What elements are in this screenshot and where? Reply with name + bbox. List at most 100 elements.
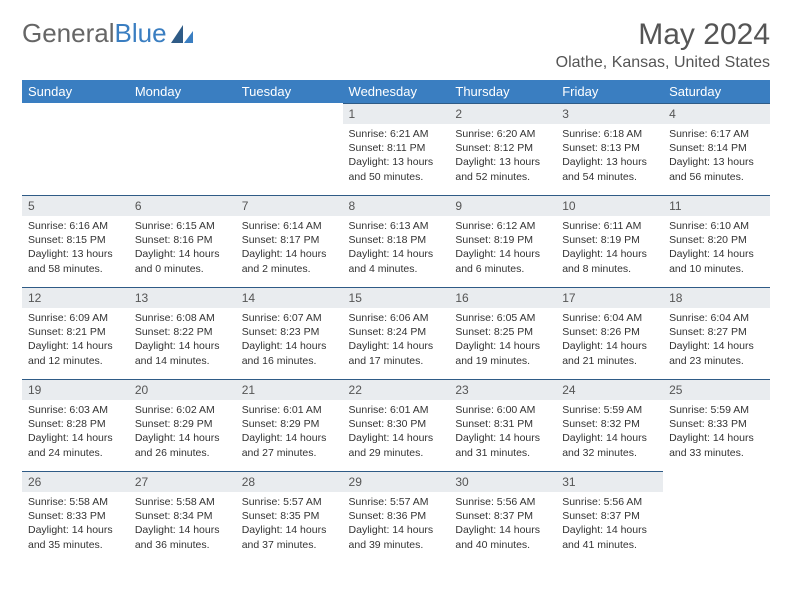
daylight-text: Daylight: 14 hours and 35 minutes. [28, 523, 123, 551]
sunset-text: Sunset: 8:30 PM [349, 417, 444, 431]
calendar-day-cell: 13Sunrise: 6:08 AMSunset: 8:22 PMDayligh… [129, 287, 236, 379]
calendar-day-cell: 26Sunrise: 5:58 AMSunset: 8:33 PMDayligh… [22, 471, 129, 563]
calendar-day-cell: 9Sunrise: 6:12 AMSunset: 8:19 PMDaylight… [449, 195, 556, 287]
day-details: Sunrise: 6:05 AMSunset: 8:25 PMDaylight:… [449, 308, 556, 374]
daylight-text: Daylight: 14 hours and 23 minutes. [669, 339, 764, 367]
day-number: 20 [129, 379, 236, 400]
sunrise-text: Sunrise: 6:01 AM [242, 403, 337, 417]
calendar-day-cell: 23Sunrise: 6:00 AMSunset: 8:31 PMDayligh… [449, 379, 556, 471]
daylight-text: Daylight: 14 hours and 4 minutes. [349, 247, 444, 275]
sunset-text: Sunset: 8:24 PM [349, 325, 444, 339]
sunset-text: Sunset: 8:33 PM [28, 509, 123, 523]
sunset-text: Sunset: 8:37 PM [455, 509, 550, 523]
daylight-text: Daylight: 13 hours and 58 minutes. [28, 247, 123, 275]
sunrise-text: Sunrise: 6:03 AM [28, 403, 123, 417]
logo-text-right: Blue [115, 18, 167, 49]
sunrise-text: Sunrise: 6:01 AM [349, 403, 444, 417]
calendar-day-cell: 2Sunrise: 6:20 AMSunset: 8:12 PMDaylight… [449, 103, 556, 195]
day-details: Sunrise: 6:04 AMSunset: 8:26 PMDaylight:… [556, 308, 663, 374]
page-subtitle: Olathe, Kansas, United States [556, 54, 770, 72]
calendar-day-cell: 10Sunrise: 6:11 AMSunset: 8:19 PMDayligh… [556, 195, 663, 287]
sunrise-text: Sunrise: 6:02 AM [135, 403, 230, 417]
daylight-text: Daylight: 14 hours and 40 minutes. [455, 523, 550, 551]
day-details: Sunrise: 5:58 AMSunset: 8:34 PMDaylight:… [129, 492, 236, 558]
day-details: Sunrise: 6:01 AMSunset: 8:30 PMDaylight:… [343, 400, 450, 466]
sunrise-text: Sunrise: 6:04 AM [562, 311, 657, 325]
day-of-week-header: Wednesday [343, 80, 450, 103]
day-number: 31 [556, 471, 663, 492]
sunset-text: Sunset: 8:20 PM [669, 233, 764, 247]
daylight-text: Daylight: 14 hours and 6 minutes. [455, 247, 550, 275]
calendar-day-cell: 16Sunrise: 6:05 AMSunset: 8:25 PMDayligh… [449, 287, 556, 379]
sunset-text: Sunset: 8:26 PM [562, 325, 657, 339]
day-number: 16 [449, 287, 556, 308]
daylight-text: Daylight: 14 hours and 36 minutes. [135, 523, 230, 551]
daylight-text: Daylight: 14 hours and 17 minutes. [349, 339, 444, 367]
day-of-week-header: Friday [556, 80, 663, 103]
sunset-text: Sunset: 8:19 PM [455, 233, 550, 247]
calendar-table: SundayMondayTuesdayWednesdayThursdayFrid… [22, 80, 770, 563]
sunset-text: Sunset: 8:29 PM [135, 417, 230, 431]
sunrise-text: Sunrise: 6:12 AM [455, 219, 550, 233]
calendar-day-cell: 21Sunrise: 6:01 AMSunset: 8:29 PMDayligh… [236, 379, 343, 471]
sunset-text: Sunset: 8:11 PM [349, 141, 444, 155]
calendar-day-cell: 7Sunrise: 6:14 AMSunset: 8:17 PMDaylight… [236, 195, 343, 287]
sunset-text: Sunset: 8:14 PM [669, 141, 764, 155]
day-of-week-header: Monday [129, 80, 236, 103]
day-details: Sunrise: 6:02 AMSunset: 8:29 PMDaylight:… [129, 400, 236, 466]
calendar-day-cell: 31 Sunrise: 5:56 AMSunset: 8:37 PMDayligh… [556, 471, 663, 563]
day-number: 29 [343, 471, 450, 492]
calendar-day-cell: 22Sunrise: 6:01 AMSunset: 8:30 PMDayligh… [343, 379, 450, 471]
sunrise-text: Sunrise: 5:59 AM [669, 403, 764, 417]
day-number: 12 [22, 287, 129, 308]
day-number: 30 [449, 471, 556, 492]
sunset-text: Sunset: 8:31 PM [455, 417, 550, 431]
day-of-week-header: Tuesday [236, 80, 343, 103]
calendar-day-cell: 15Sunrise: 6:06 AMSunset: 8:24 PMDayligh… [343, 287, 450, 379]
sunset-text: Sunset: 8:16 PM [135, 233, 230, 247]
day-number: 1 [343, 103, 450, 124]
page-title: May 2024 [556, 18, 770, 52]
daylight-text: Daylight: 13 hours and 54 minutes. [562, 155, 657, 183]
sunrise-text: Sunrise: 5:56 AM [562, 495, 657, 509]
calendar-week-row: 19Sunrise: 6:03 AMSunset: 8:28 PMDayligh… [22, 379, 770, 471]
daylight-text: Daylight: 14 hours and 41 minutes. [562, 523, 657, 551]
daylight-text: Daylight: 13 hours and 52 minutes. [455, 155, 550, 183]
day-number: 27 [129, 471, 236, 492]
day-number: 22 [343, 379, 450, 400]
sunrise-text: Sunrise: 5:57 AM [349, 495, 444, 509]
sunrise-text: Sunrise: 6:00 AM [455, 403, 550, 417]
day-number: 21 [236, 379, 343, 400]
day-details: Sunrise: 6:08 AMSunset: 8:22 PMDaylight:… [129, 308, 236, 374]
calendar-day-cell: 11Sunrise: 6:10 AMSunset: 8:20 PMDayligh… [663, 195, 770, 287]
day-number: 8 [343, 195, 450, 216]
calendar-day-cell: 8Sunrise: 6:13 AMSunset: 8:18 PMDaylight… [343, 195, 450, 287]
sunset-text: Sunset: 8:21 PM [28, 325, 123, 339]
calendar-day-cell: 6Sunrise: 6:15 AMSunset: 8:16 PMDaylight… [129, 195, 236, 287]
calendar-header: SundayMondayTuesdayWednesdayThursdayFrid… [22, 80, 770, 103]
day-number: 11 [663, 195, 770, 216]
day-details: Sunrise: 5:56 AMSunset: 8:37 PMDaylight:… [449, 492, 556, 558]
calendar-day-cell: 27Sunrise: 5:58 AMSunset: 8:34 PMDayligh… [129, 471, 236, 563]
calendar-day-cell: 25Sunrise: 5:59 AMSunset: 8:33 PMDayligh… [663, 379, 770, 471]
calendar-day-cell [22, 103, 129, 195]
sunset-text: Sunset: 8:36 PM [349, 509, 444, 523]
calendar-day-cell [129, 103, 236, 195]
calendar-day-cell: 14Sunrise: 6:07 AMSunset: 8:23 PMDayligh… [236, 287, 343, 379]
sunrise-text: Sunrise: 6:14 AM [242, 219, 337, 233]
sunset-text: Sunset: 8:37 PM [562, 509, 657, 523]
sunset-text: Sunset: 8:33 PM [669, 417, 764, 431]
sunrise-text: Sunrise: 6:18 AM [562, 127, 657, 141]
day-number: 25 [663, 379, 770, 400]
day-number: 3 [556, 103, 663, 124]
daylight-text: Daylight: 13 hours and 50 minutes. [349, 155, 444, 183]
day-details: Sunrise: 6:01 AMSunset: 8:29 PMDaylight:… [236, 400, 343, 466]
sunrise-text: Sunrise: 5:58 AM [28, 495, 123, 509]
sunset-text: Sunset: 8:34 PM [135, 509, 230, 523]
calendar-body: 1Sunrise: 6:21 AMSunset: 8:11 PMDaylight… [22, 103, 770, 563]
calendar-day-cell: 12Sunrise: 6:09 AMSunset: 8:21 PMDayligh… [22, 287, 129, 379]
sunset-text: Sunset: 8:28 PM [28, 417, 123, 431]
day-number: 17 [556, 287, 663, 308]
day-details: Sunrise: 6:07 AMSunset: 8:23 PMDaylight:… [236, 308, 343, 374]
sunset-text: Sunset: 8:27 PM [669, 325, 764, 339]
